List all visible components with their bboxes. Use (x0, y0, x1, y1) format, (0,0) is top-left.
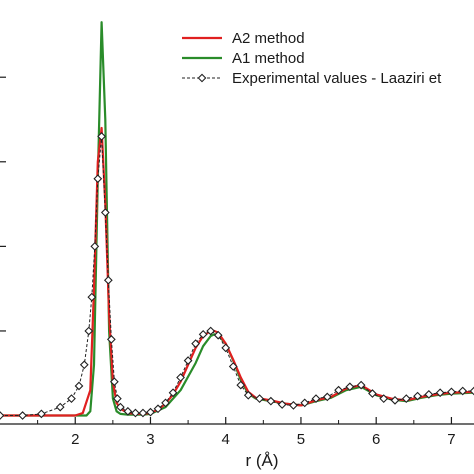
data-point (228, 362, 238, 371)
data-point (90, 241, 100, 251)
data-point (161, 398, 170, 408)
data-point (243, 390, 253, 400)
data-point (198, 329, 208, 339)
data-point (345, 382, 355, 392)
data-point (277, 400, 287, 409)
data-point (153, 404, 163, 414)
data-point (123, 406, 133, 416)
x-tick-label: 5 (297, 431, 305, 448)
data-point (401, 394, 411, 404)
series-line-1 (0, 21, 474, 417)
x-tick-label: 4 (222, 431, 230, 448)
data-point (213, 330, 223, 340)
data-point (37, 409, 46, 419)
x-axis-ticks: 2 3 4 5 6 7 (37, 417, 456, 448)
legend: A2 method A1 method Experimental values - … (182, 30, 442, 87)
data-point (206, 326, 216, 336)
series-layer (0, 21, 474, 420)
data-point (131, 408, 140, 418)
data-point (87, 292, 97, 302)
x-axis-label: r (Å) (245, 451, 278, 470)
legend-label-0: A2 method (232, 30, 305, 47)
data-point (176, 373, 185, 382)
data-point (84, 326, 94, 336)
series-line-2 (0, 135, 474, 416)
data-point (138, 408, 148, 418)
data-point (356, 380, 366, 390)
legend-marker (197, 73, 207, 83)
data-point (236, 380, 246, 390)
data-point (67, 394, 76, 404)
x-tick-label: 6 (372, 431, 380, 448)
data-point (97, 132, 106, 141)
data-point (255, 394, 264, 404)
data-point (221, 343, 231, 353)
x-tick-label: 2 (71, 431, 79, 448)
y-axis-ticks (0, 76, 6, 417)
data-point (300, 398, 310, 408)
data-point (93, 174, 103, 184)
data-point (469, 386, 474, 396)
x-tick-label: 7 (447, 431, 455, 448)
data-point (103, 275, 113, 285)
data-point (100, 208, 110, 217)
data-point (112, 394, 122, 404)
series-2 (0, 132, 474, 420)
data-point (74, 381, 84, 391)
data-point (447, 387, 456, 397)
series-1 (0, 21, 474, 417)
data-point (168, 388, 178, 398)
data-point (116, 402, 125, 412)
data-point (322, 392, 332, 402)
data-point (266, 396, 276, 406)
data-point (413, 391, 422, 401)
data-point (109, 377, 119, 387)
data-point (18, 411, 27, 420)
legend-label-2: Experimental values - Laaziri et (232, 70, 442, 87)
data-point (183, 356, 193, 365)
data-point (458, 386, 468, 396)
data-point (424, 390, 434, 399)
data-point (435, 388, 445, 398)
data-point (55, 402, 65, 412)
data-point (79, 360, 89, 370)
data-point (390, 395, 400, 405)
data-point (334, 385, 343, 395)
data-point (146, 407, 155, 417)
data-point (368, 389, 377, 398)
data-point (191, 339, 200, 349)
data-point (106, 335, 116, 344)
legend-label-1: A1 method (232, 50, 305, 67)
data-point (0, 411, 5, 420)
x-tick-label: 3 (146, 431, 154, 448)
data-point (379, 394, 389, 404)
data-point (311, 394, 321, 404)
data-point (289, 401, 298, 410)
